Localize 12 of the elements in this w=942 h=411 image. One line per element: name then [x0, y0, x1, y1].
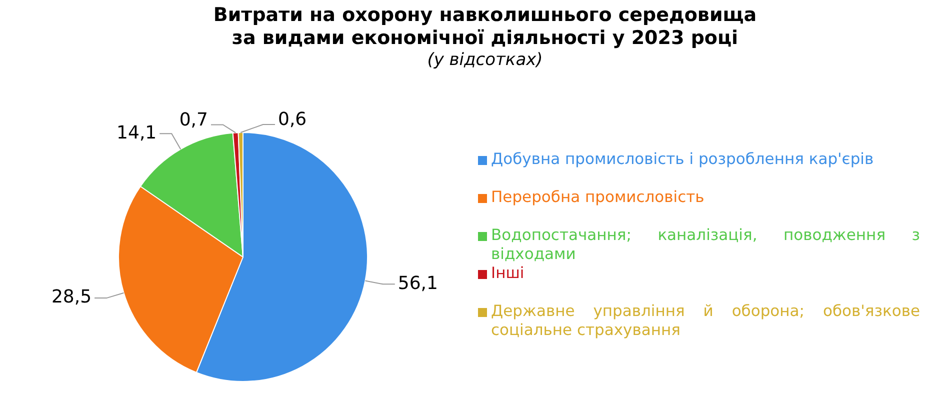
data-label: 28,5: [51, 286, 92, 308]
data-label: 14,1: [116, 122, 157, 144]
chart-subtitle: (у відсотках): [426, 50, 544, 70]
chart-title: Витрати на охорону навколишнього середовища за видами економічної діяльності у 2023 році: [212, 4, 758, 50]
legend-label: Державне управління й оборона; обов'язкове соціальне страхування: [491, 302, 920, 339]
data-label: 0,6: [278, 109, 307, 130]
legend-label: Добувна промисловість і розроблення кар'єрів: [491, 150, 874, 168]
legend-label: Водопостачання; каналізація, поводження з відходами: [491, 226, 920, 263]
data-label: 0,7: [179, 109, 208, 130]
legend-label: Переробна промисловість: [491, 188, 704, 206]
data-label: 56,1: [398, 272, 438, 294]
legend-label: Інші: [491, 264, 524, 282]
